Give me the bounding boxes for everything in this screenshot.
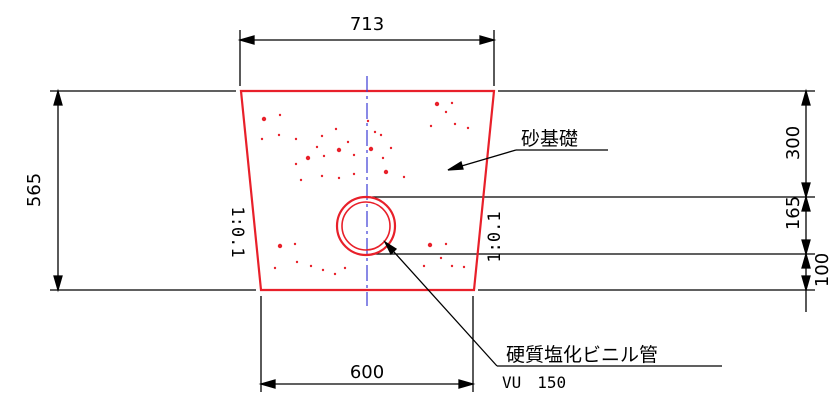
top-width-label: 713 bbox=[350, 14, 384, 35]
sand-foundation-outline bbox=[239, 89, 496, 292]
top-width-dimension bbox=[237, 30, 497, 86]
right-height-dimensions bbox=[801, 88, 811, 312]
pvc-pipe bbox=[335, 195, 397, 257]
pipe-height-label: 165 bbox=[783, 196, 804, 230]
sand-stipple bbox=[260, 101, 470, 276]
upper-height-label: 300 bbox=[783, 126, 804, 160]
left-slope-label: 1:0.1 bbox=[227, 206, 247, 257]
pipe-name-label: 硬質塩化ビニル管 bbox=[506, 344, 658, 366]
sand-foundation-leader bbox=[447, 149, 608, 171]
total-height-dimension bbox=[53, 88, 63, 293]
pipe-spec-label: VU 150 bbox=[502, 373, 566, 392]
bottom-width-label: 600 bbox=[350, 362, 384, 383]
sand-foundation-label: 砂基礎 bbox=[521, 128, 578, 150]
right-slope-label: 1:0.1 bbox=[485, 211, 505, 262]
reference-lines bbox=[50, 90, 815, 291]
pipe-leader bbox=[383, 240, 722, 367]
total-height-label: 565 bbox=[24, 173, 45, 207]
base-height-label: 100 bbox=[812, 253, 832, 287]
bottom-width-dimension bbox=[258, 296, 476, 392]
